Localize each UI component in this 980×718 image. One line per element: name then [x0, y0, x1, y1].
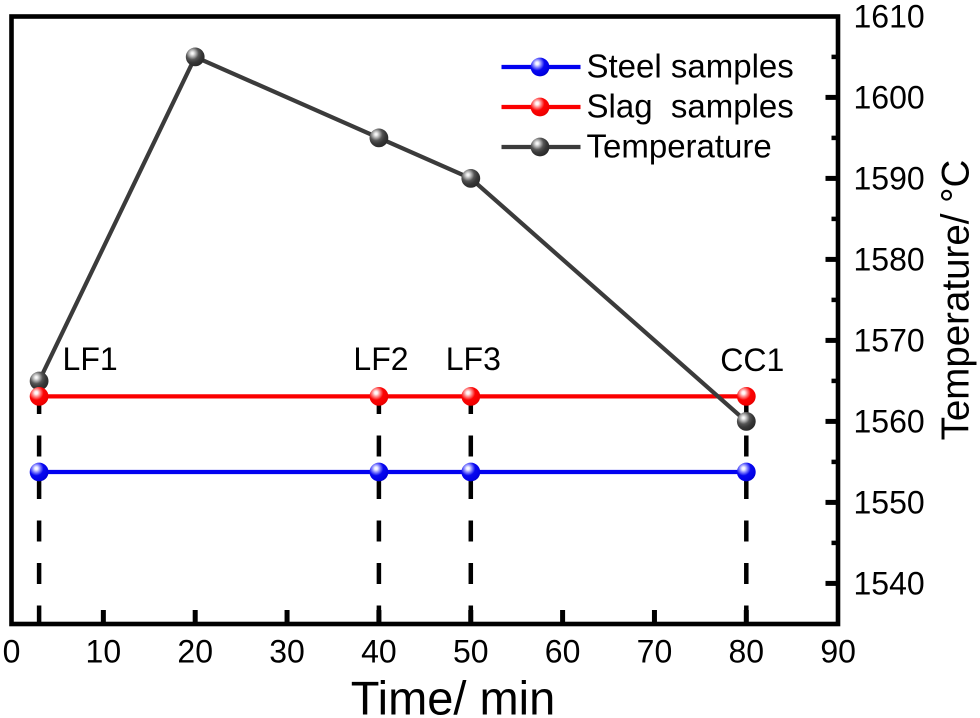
svg-text:1580: 1580 — [854, 241, 925, 277]
svg-text:1550: 1550 — [854, 484, 925, 520]
svg-text:1540: 1540 — [854, 565, 925, 601]
svg-text:1600: 1600 — [854, 79, 925, 115]
svg-text:Slag samples: Slag samples — [587, 88, 794, 125]
svg-text:Temperature/ °C: Temperature/ °C — [935, 160, 978, 441]
svg-text:LF2: LF2 — [353, 341, 408, 377]
svg-text:1560: 1560 — [854, 403, 925, 439]
svg-text:1610: 1610 — [854, 0, 925, 34]
svg-text:40: 40 — [361, 634, 397, 670]
svg-text:80: 80 — [729, 634, 765, 670]
svg-text:1590: 1590 — [854, 160, 925, 196]
svg-text:Time/ min: Time/ min — [351, 672, 556, 718]
svg-text:10: 10 — [86, 634, 122, 670]
svg-text:90: 90 — [820, 634, 856, 670]
svg-text:Steel samples: Steel samples — [587, 48, 794, 85]
svg-text:1570: 1570 — [854, 322, 925, 358]
svg-text:0: 0 — [3, 634, 21, 670]
svg-text:70: 70 — [637, 634, 673, 670]
svg-text:CC1: CC1 — [720, 342, 784, 378]
svg-text:LF1: LF1 — [63, 341, 118, 377]
svg-text:30: 30 — [269, 634, 305, 670]
svg-text:60: 60 — [545, 634, 581, 670]
svg-text:Temperature: Temperature — [587, 128, 772, 165]
svg-text:20: 20 — [177, 634, 213, 670]
svg-text:LF3: LF3 — [446, 341, 501, 377]
svg-text:50: 50 — [453, 634, 489, 670]
